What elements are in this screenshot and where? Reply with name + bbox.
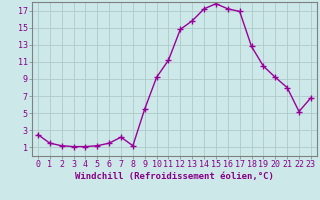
X-axis label: Windchill (Refroidissement éolien,°C): Windchill (Refroidissement éolien,°C): [75, 172, 274, 181]
